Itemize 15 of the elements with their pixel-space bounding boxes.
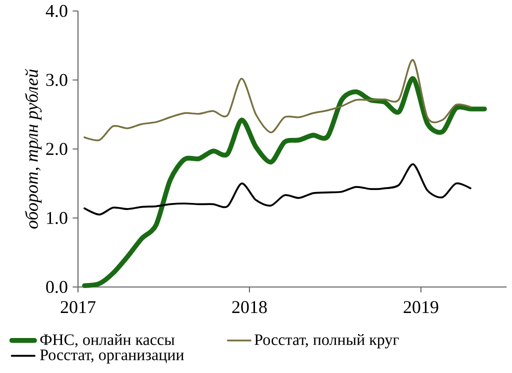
line-series: [84, 59, 472, 142]
y-axis-title: оборот, трлн рублей: [24, 69, 42, 229]
y-tick-label: 1.0: [47, 212, 68, 224]
x-tick-label: 2019: [404, 301, 438, 314]
x-tick-label: 2017: [60, 301, 96, 314]
y-tick-label: 3.0: [46, 74, 68, 86]
y-tick-label: 0.0: [46, 280, 68, 294]
y-tick-label: 4.0: [46, 4, 68, 18]
line-series: [84, 163, 472, 216]
legend-label: Росстат, полный круг: [254, 334, 399, 348]
y-tick-label: 2.0: [46, 142, 68, 156]
legend-label: Росстат, организации: [40, 350, 184, 364]
x-tick-label: 2018: [232, 301, 267, 314]
line-series: [82, 76, 487, 288]
legend-label: ФНС, онлайн кассы: [40, 334, 174, 348]
